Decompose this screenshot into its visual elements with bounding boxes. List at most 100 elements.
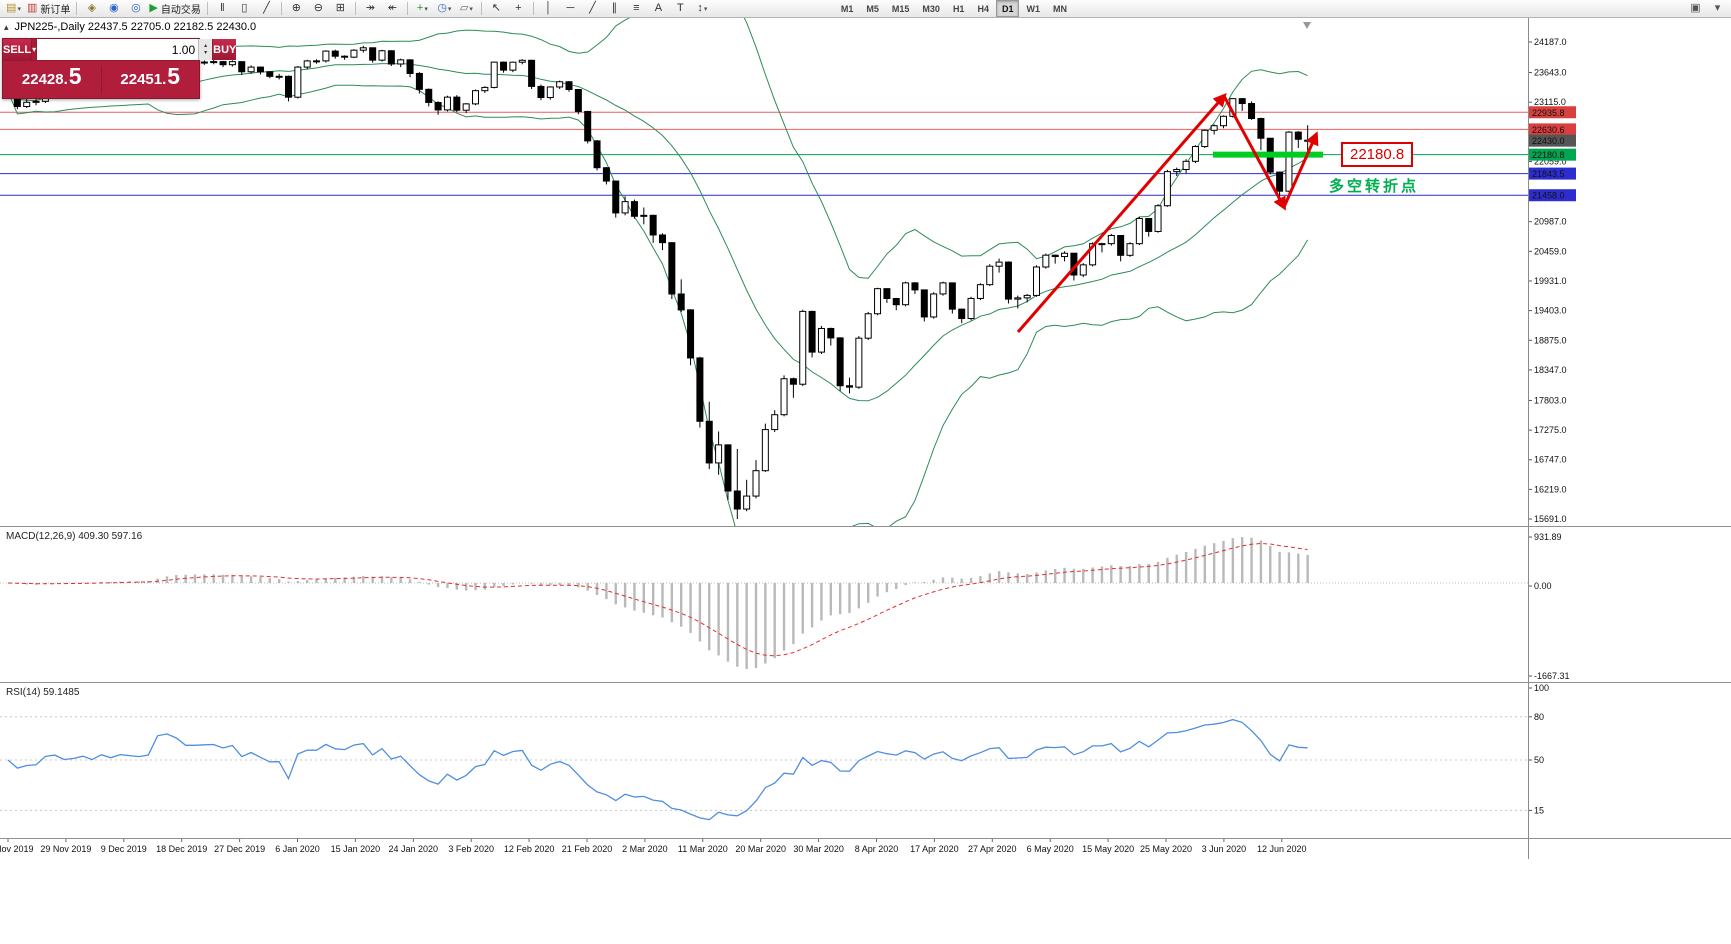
main-chart-canvas[interactable]: 24187.0 23643.0 23115.0 22059.0 20987.0 20459… <box>0 18 1731 526</box>
add-indicator-button[interactable]: + ▾ <box>412 1 433 17</box>
tile-windows-button[interactable]: ⊞ <box>330 1 351 17</box>
timeframe-m30-button[interactable]: M30 <box>922 3 940 14</box>
fibonacci-button[interactable]: ≡ <box>626 1 647 17</box>
text-label-icon: T <box>677 2 684 14</box>
price-badge <box>1529 189 1576 202</box>
candle <box>200 61 208 64</box>
candle <box>303 60 311 68</box>
date-axis-label: 15 May 2020 <box>1082 844 1134 854</box>
candle <box>659 234 666 244</box>
chart-bars-button[interactable]: ‖ <box>212 1 233 17</box>
price-axis-label: 23643.0 <box>1534 68 1567 78</box>
chart-candles-button[interactable]: ▯ <box>234 1 255 17</box>
candle <box>649 214 657 236</box>
timeframe-m1-button[interactable]: M1 <box>840 3 854 14</box>
candle <box>322 50 330 62</box>
date-axis-label: 18 Dec 2019 <box>156 844 207 854</box>
turning-point-annotation[interactable]: 多空转折点 <box>1329 178 1420 195</box>
crosshair-button[interactable]: + <box>508 1 529 17</box>
market-watch-button[interactable]: ◉ <box>103 1 124 17</box>
candle <box>378 50 386 61</box>
channel-button[interactable]: ∥ <box>604 1 625 17</box>
candle <box>789 378 797 385</box>
text-label-button[interactable]: T <box>670 1 691 17</box>
auto-scroll-button[interactable]: ↠ <box>360 1 381 17</box>
new-chart-button[interactable]: ▤ ▾ <box>3 1 24 17</box>
arrows-button[interactable]: ↕ ▾ <box>692 1 713 17</box>
date-axis-label: 6 May 2020 <box>1027 844 1074 854</box>
candle <box>509 61 517 71</box>
candle <box>434 101 442 111</box>
new-order-button[interactable]: ▥ 新订单 <box>25 1 72 17</box>
price-axis-label: 19931.0 <box>1534 276 1567 286</box>
timeframe-m5-button[interactable]: M5 <box>866 3 879 14</box>
candle <box>546 86 554 99</box>
candle <box>1294 131 1302 140</box>
overflow-icon: ▾ <box>1714 2 1721 14</box>
sell-price[interactable]: 22428. 5 <box>3 63 101 92</box>
panel-splitter[interactable] <box>0 526 1731 527</box>
candle <box>621 201 629 214</box>
macd-axis-label: 931.89 <box>1534 532 1562 542</box>
horizontal-line-button[interactable]: ─ <box>560 1 581 17</box>
period-button[interactable]: ◷ ▾ <box>434 1 455 17</box>
cursor-icon: ↖ <box>491 2 501 14</box>
price-annotation-box[interactable]: 22180.8 <box>1341 142 1414 167</box>
macd-panel-canvas[interactable]: 931.89 0.00 -1667.31 <box>0 527 1731 682</box>
rsi-panel-canvas[interactable]: 100 80 50 15 <box>0 683 1731 838</box>
text-button[interactable]: A <box>648 1 669 17</box>
trendline-button[interactable]: ╱ <box>582 1 603 17</box>
text-icon: A <box>654 2 663 14</box>
candle <box>341 55 349 58</box>
timeframe-m15-button[interactable]: M15 <box>891 3 910 14</box>
buy-price[interactable]: 22451. 5 <box>102 65 200 92</box>
buy-button[interactable]: BUY <box>213 39 237 60</box>
order-options-dropdown[interactable]: ▾ <box>31 39 38 60</box>
price-badge <box>1529 167 1576 180</box>
trend-arrow-line <box>1222 95 1286 211</box>
metaeditor-button[interactable]: ◈ <box>81 1 102 17</box>
candle <box>453 96 461 111</box>
price-badge <box>1529 148 1576 161</box>
navigator-button[interactable]: ◎ <box>125 1 146 17</box>
timeframe-w1-button[interactable]: W1 <box>1026 3 1040 14</box>
templates-button[interactable]: ▱ ▾ <box>456 1 477 17</box>
rsi-axis-label: 80 <box>1534 712 1544 722</box>
chart-line-icon: ╱ <box>263 2 270 14</box>
candle <box>1014 297 1022 300</box>
chart-shift-button[interactable]: ↞ <box>382 1 403 17</box>
volume-stepper[interactable]: ▴ ▾ <box>198 39 213 60</box>
timeframe-h4-button[interactable]: H4 <box>977 3 989 14</box>
candle <box>481 86 489 92</box>
fibonacci-icon: ≡ <box>633 2 640 14</box>
zoom-in-button[interactable]: ⊕ <box>286 1 307 17</box>
sell-button[interactable]: SELL <box>3 39 32 60</box>
autotrading-button[interactable]: ▶ 自动交易 <box>147 1 202 17</box>
date-axis-label: 12 Feb 2020 <box>504 844 555 854</box>
market-watch-icon: ◉ <box>109 2 119 14</box>
overflow-button[interactable]: ▾ <box>1707 1 1728 17</box>
timeframe-d1-button[interactable]: D1 <box>995 0 1020 17</box>
autotrading-button-label: 自动交易 <box>160 5 201 16</box>
candle <box>602 167 610 182</box>
time-axis[interactable]: 20 Nov 2019 29 Nov 2019 9 Dec 2019 18 Dec 2… <box>0 839 1731 859</box>
add-indicator-icon: + <box>416 2 424 14</box>
candle <box>827 327 835 339</box>
vertical-line-button[interactable]: │ <box>538 1 559 17</box>
price-badge-label: 22630.6 <box>1532 125 1565 135</box>
candle <box>724 444 732 492</box>
tile-windows-icon: ⊞ <box>335 2 345 14</box>
one-click-toggle-icon[interactable]: ▴ <box>4 21 9 32</box>
rsi-axis-label: 50 <box>1534 755 1544 765</box>
price-badge <box>1529 106 1576 119</box>
cursor-button[interactable]: ↖ <box>486 1 507 17</box>
dock-button[interactable]: ▣ <box>1685 1 1706 17</box>
volume-input[interactable] <box>37 39 199 60</box>
zoom-out-button[interactable]: ⊖ <box>308 1 329 17</box>
panel-splitter[interactable] <box>0 682 1731 683</box>
timeframe-mn-button[interactable]: MN <box>1052 3 1067 14</box>
chart-line-button[interactable]: ╱ <box>256 1 277 17</box>
timeframe-h1-button[interactable]: H1 <box>952 3 965 14</box>
sell-price-big-digit: 5 <box>68 63 82 90</box>
candle <box>1023 294 1031 299</box>
